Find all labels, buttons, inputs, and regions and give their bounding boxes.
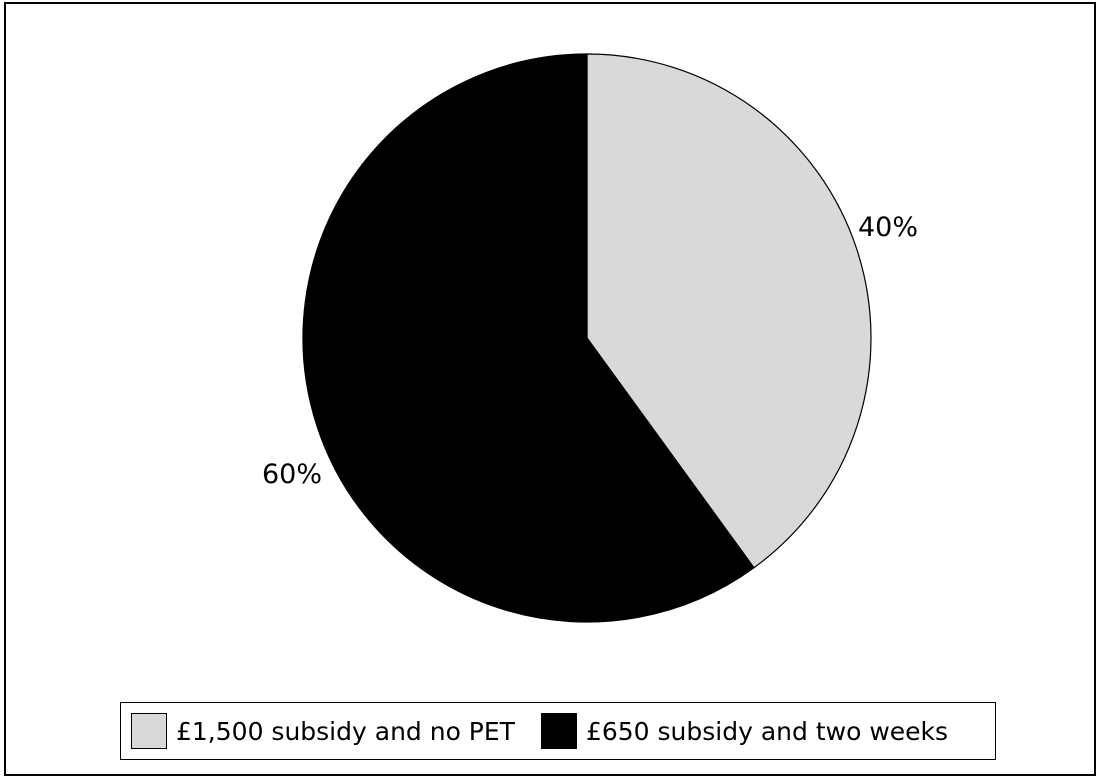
legend-item-no-pet: £1,500 subsidy and no PET <box>131 713 515 749</box>
pie-slice-2 <box>302 53 755 623</box>
pie-slices <box>302 53 872 623</box>
legend-swatch-two-weeks <box>540 713 577 749</box>
pie-slice-labels: 40% 60% <box>262 212 918 490</box>
slice-label-2: 60% <box>262 459 322 490</box>
legend-item-two-weeks: £650 subsidy and two weeks <box>540 713 949 749</box>
slice-label-1: 40% <box>858 212 918 243</box>
legend-label-two-weeks: £650 subsidy and two weeks <box>585 716 949 746</box>
pie-slice-1 <box>586 53 872 569</box>
legend: £1,500 subsidy and no PET £650 subsidy a… <box>120 702 996 760</box>
legend-label-no-pet: £1,500 subsidy and no PET <box>176 716 515 746</box>
legend-swatch-no-pet <box>131 713 167 749</box>
